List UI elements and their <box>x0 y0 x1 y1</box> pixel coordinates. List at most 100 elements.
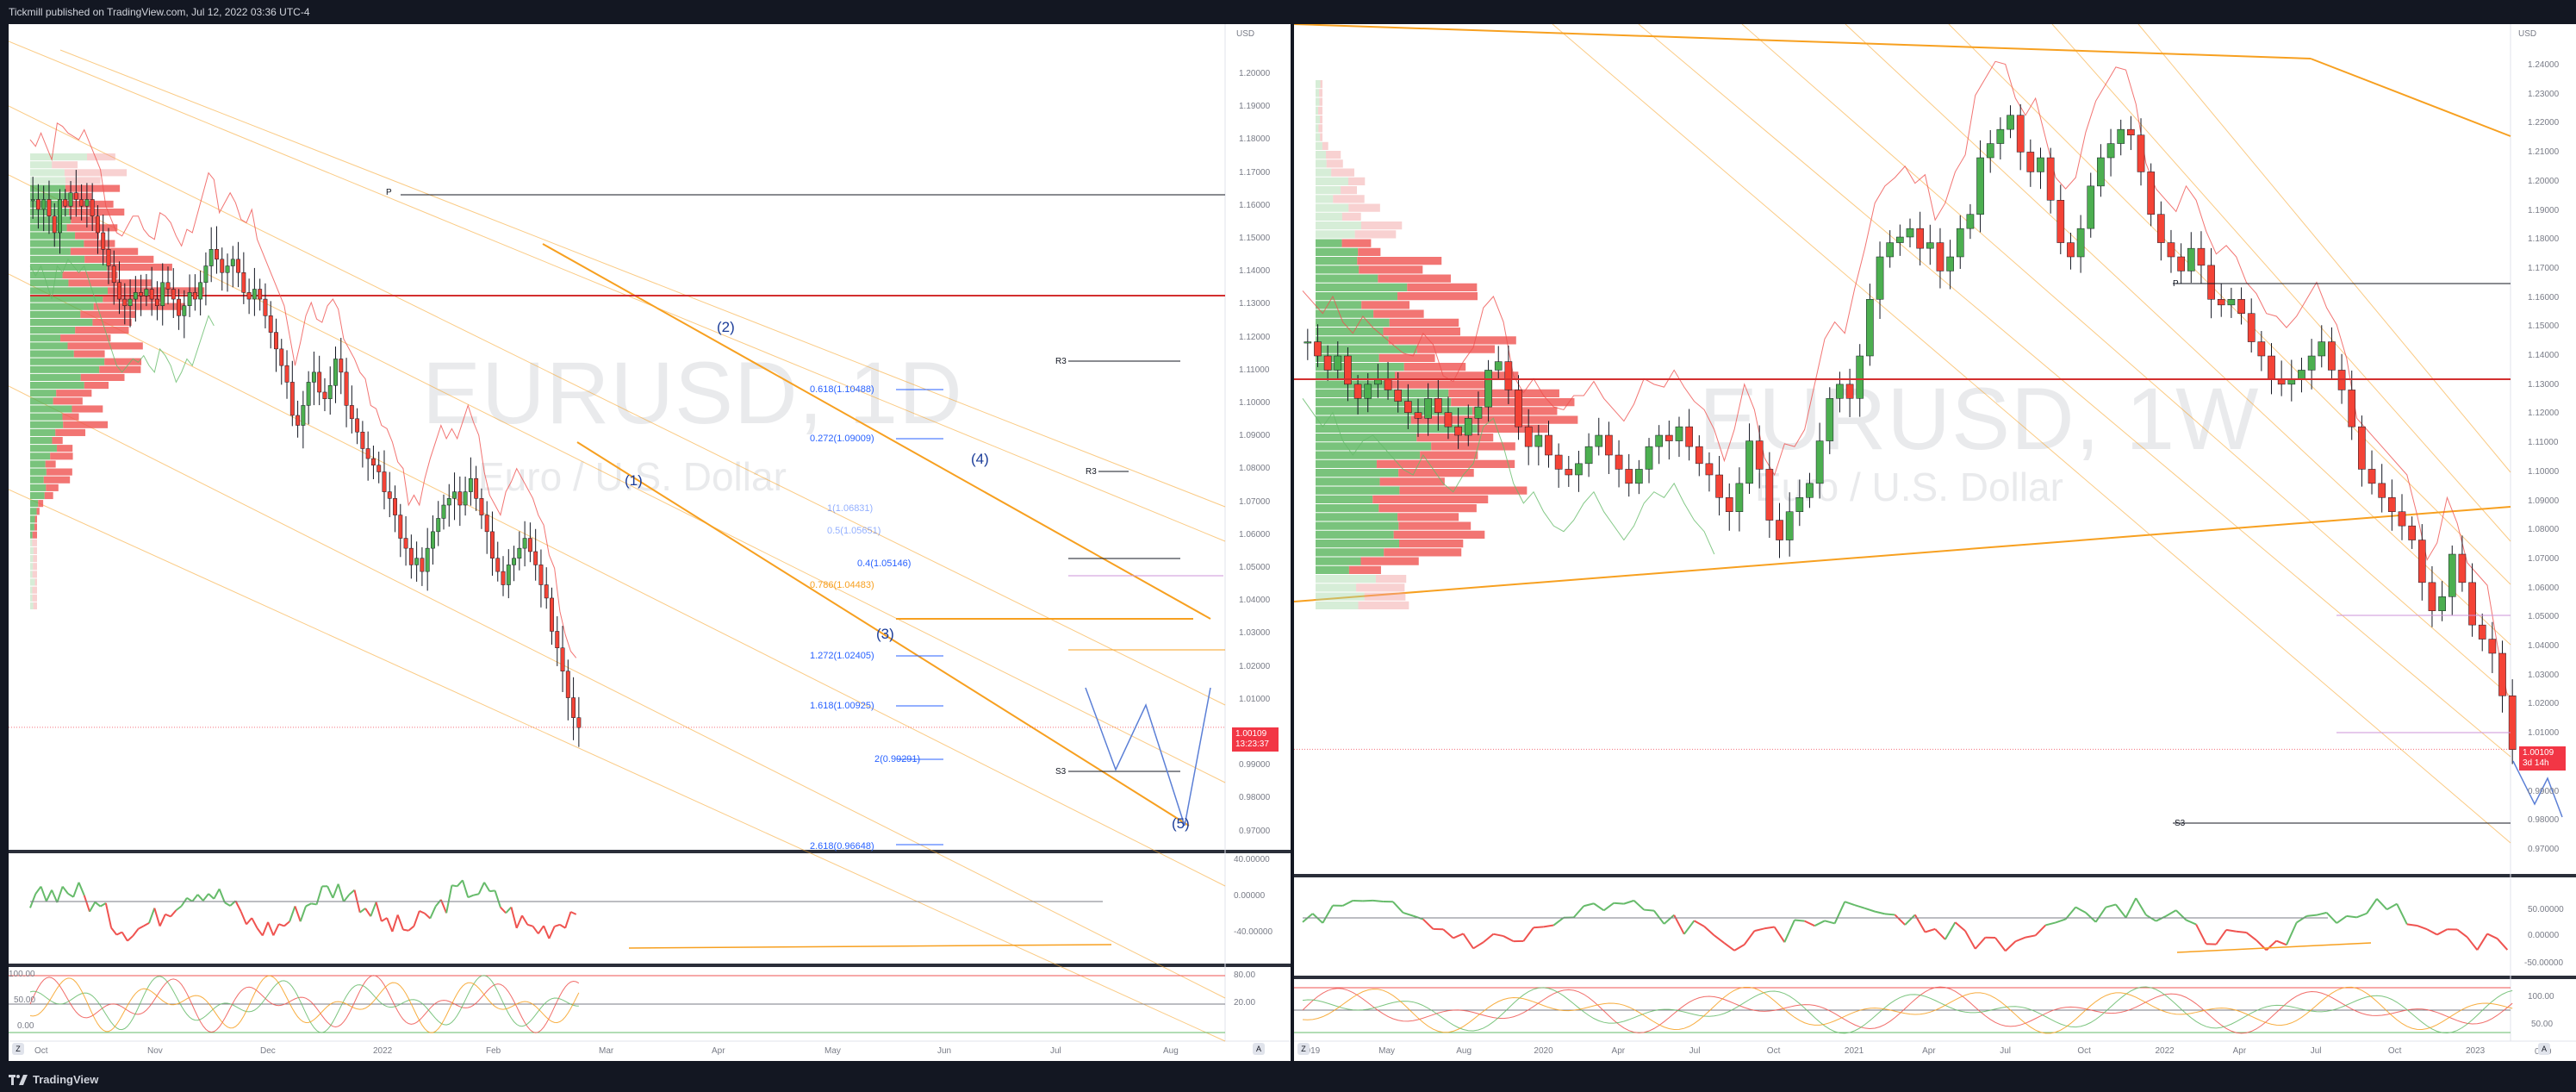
volume-profile-bar-up <box>30 263 108 271</box>
auto-scale-toggle[interactable]: A <box>1253 1043 1265 1055</box>
volume-profile-bar-down <box>1398 521 1472 530</box>
volume-profile-bar-up <box>30 287 108 295</box>
candle-down <box>258 289 263 300</box>
candle-up <box>58 199 62 234</box>
candle-down <box>474 477 479 499</box>
rsi-tick: 0.00000 <box>2528 931 2560 940</box>
volume-profile-bar-up <box>1316 292 1398 301</box>
time-tick: Apr <box>712 1046 725 1056</box>
rsi-line-segment <box>2417 925 2428 931</box>
rsi-line-segment <box>1683 920 1696 935</box>
volume-profile-bar-up <box>1316 247 1359 256</box>
candle-down <box>2488 639 2497 654</box>
volume-profile-bar-down <box>1331 168 1354 177</box>
volume-profile-bar-down <box>1356 583 1405 592</box>
volume-profile-bar-down <box>1399 486 1528 495</box>
price-tick: 0.98000 <box>2528 815 2560 826</box>
rsi-line-segment <box>224 902 231 907</box>
volume-profile-bar-up <box>30 216 72 224</box>
candle-down <box>274 332 278 350</box>
stoch-tick: 100.00 <box>9 970 35 979</box>
support-trail-line <box>1302 397 1715 555</box>
elliott-wave-label: (2) <box>717 319 735 335</box>
rsi-line-segment <box>505 906 513 914</box>
rsi-line-segment <box>1342 900 1353 907</box>
channel-line <box>9 174 1226 783</box>
chart-canvas[interactable] <box>9 24 1291 1061</box>
candle-down <box>263 298 268 316</box>
rsi-line-segment <box>348 889 356 895</box>
auto-scale-toggle[interactable]: A <box>2538 1043 2550 1055</box>
resistance-trail-line <box>1302 60 2508 696</box>
channel-line <box>9 273 1226 887</box>
candle-down <box>192 292 197 300</box>
rsi-line-segment <box>2406 923 2417 927</box>
candle-down <box>527 538 532 552</box>
price-tick: 1.02000 <box>1239 661 1271 671</box>
candle-up <box>512 558 517 565</box>
candle-down <box>1554 454 1563 470</box>
rsi-line-segment <box>191 894 199 902</box>
auto-scale-toggle[interactable]: Z <box>12 1043 24 1055</box>
volume-profile-bar-down <box>1407 283 1478 291</box>
candle-up <box>1635 469 1643 484</box>
rsi-line-segment <box>1723 942 1735 952</box>
rsi-line-segment <box>1422 918 1434 930</box>
volume-profile-bar-down <box>53 397 83 405</box>
volume-profile-bar-down <box>32 586 37 594</box>
rsi-line-segment <box>196 894 204 902</box>
price-tick: 1.01000 <box>2528 728 2560 739</box>
volume-profile-bar-up <box>1316 230 1355 239</box>
rsi-line-segment <box>2094 907 2107 923</box>
rsi-line-segment <box>559 923 566 929</box>
volume-profile-bar-down <box>1376 459 1515 468</box>
auto-scale-toggle[interactable]: Z <box>1297 1043 1310 1055</box>
candle-down <box>1695 446 1703 465</box>
volume-profile-bar-up <box>1316 239 1342 247</box>
candle-down <box>149 289 154 300</box>
time-tick: Feb <box>486 1046 501 1056</box>
candle-down <box>2237 299 2245 314</box>
stoch-tick: 50.00 <box>2531 1020 2554 1029</box>
price-tick: 1.10000 <box>2528 466 2560 477</box>
rsi-line-segment <box>2356 912 2368 919</box>
candle-up <box>1806 483 1814 498</box>
candle-down <box>1605 434 1613 456</box>
rsi-line-segment <box>1894 914 1906 926</box>
candle-down <box>2498 652 2506 696</box>
rsi-line-segment <box>2486 933 2498 939</box>
volume-profile-bar-up <box>30 184 65 192</box>
candle-up <box>1856 355 1864 399</box>
volume-profile-bar-down <box>1318 124 1322 133</box>
candle-up <box>1655 434 1664 447</box>
chart-panel-weekly[interactable]: EURUSD, 1W Euro / U.S. Dollar USD 1.2400… <box>1294 24 2576 1061</box>
volume-profile-bar-up <box>1316 442 1432 451</box>
candle-down <box>1765 469 1774 521</box>
rsi-line-segment <box>396 914 404 931</box>
rsi-line-segment <box>1964 930 1976 950</box>
volume-profile-bar-down <box>1348 203 1380 212</box>
candle-down <box>479 498 484 515</box>
candle-up <box>1304 341 1312 344</box>
candle-up <box>468 477 473 492</box>
candle-down <box>279 348 284 366</box>
candle-down <box>1394 390 1403 402</box>
rsi-line-segment <box>570 911 577 915</box>
candle-down <box>296 415 301 426</box>
candle-down <box>1776 520 1783 540</box>
chart-canvas[interactable] <box>1294 24 2576 1061</box>
candle-down <box>220 259 225 273</box>
rsi-line-segment <box>234 900 242 913</box>
tradingview-logo[interactable]: TradingView <box>9 1073 98 1086</box>
stoch-line <box>1302 986 2513 1034</box>
volume-profile-bar-down <box>1383 328 1460 336</box>
rsi-line-segment <box>473 893 480 896</box>
candle-down <box>2348 390 2356 427</box>
volume-profile-bar-up <box>1316 521 1399 530</box>
rsi-line-segment <box>138 925 145 930</box>
publish-header: Tickmill published on TradingView.com, J… <box>0 0 2576 24</box>
chart-panel-daily[interactable]: EURUSD, 1D Euro / U.S. Dollar USD 1.2000… <box>9 24 1291 1061</box>
volume-profile-bar-down <box>63 421 109 428</box>
volume-profile-bar-down <box>1384 548 1462 557</box>
volume-profile-bar-up <box>1316 557 1361 565</box>
